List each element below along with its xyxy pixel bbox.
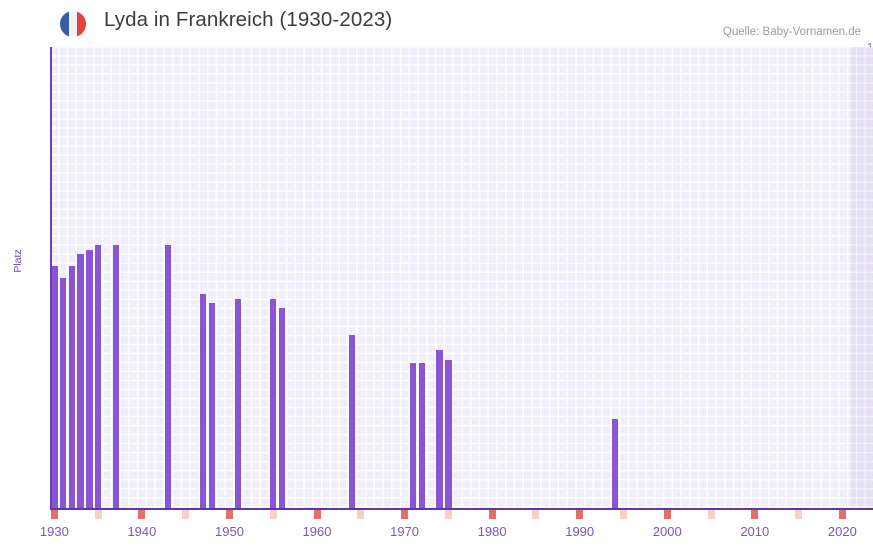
x-axis-label-1990: 1990 [565,524,595,539]
bar-1933 [77,253,84,508]
x-tick-1930 [50,510,58,519]
bar-1934 [86,249,93,508]
x-axis-label-2020: 2020 [827,524,857,539]
x-tick-2020 [838,510,846,519]
x-axis-label-1980: 1980 [477,524,507,539]
bar-1956 [278,307,286,508]
x-tick-2000 [663,510,671,519]
x-tick-1990 [576,510,584,519]
x-axis-label-2000: 2000 [652,524,682,539]
x-tick-1960 [313,510,321,519]
bar-1948 [208,302,216,508]
bar-1955 [270,298,277,508]
plot-area [50,47,873,508]
x-axis-label-2010: 2010 [740,524,770,539]
bar-1964 [348,335,356,508]
bar-1931 [59,277,67,508]
x-axis-label-1970: 1970 [390,524,420,539]
bar-series [50,47,873,508]
x-tick-1970 [401,510,409,519]
x-tick-1950 [225,510,233,519]
x-tick-1980 [488,510,496,519]
bar-1930 [51,266,58,508]
y-axis-title: Platz [12,249,24,273]
bar-1932 [68,266,76,508]
x-tick-1940 [138,510,146,519]
x-axis-ticks [50,510,873,519]
bar-1943 [165,244,172,508]
x-axis-label-1960: 1960 [302,524,332,539]
chart-header: Lyda in Frankreich (1930-2023) Quelle: B… [0,0,873,44]
bar-1994 [611,418,618,508]
x-tick-2005 [707,510,715,519]
bar-1974 [436,349,443,508]
x-tick-1955 [269,510,277,519]
bar-1951 [235,298,242,508]
x-tick-1985 [532,510,540,519]
bar-1971 [410,362,417,508]
x-axis-label-1940: 1940 [127,524,157,539]
x-axis-labels: 1930 1940 1950 1960 1970 1980 1990 2000 2010 2020 [0,524,873,546]
x-tick-1995 [619,510,627,519]
bar-1935 [95,244,102,508]
bar-1937 [112,244,119,508]
x-tick-1975 [444,510,452,519]
x-tick-1935 [94,510,102,519]
x-tick-1945 [182,510,190,519]
y-axis-line [50,47,52,508]
x-tick-2015 [795,510,803,519]
x-axis-label-1950: 1950 [215,524,244,539]
bar-1947 [200,293,207,508]
bar-1972 [418,362,426,508]
x-tick-2010 [751,510,759,519]
source-attribution: Quelle: Baby-Vornamen.de [722,26,861,38]
bar-1975 [445,360,452,508]
x-axis-line [50,508,873,510]
x-tick-1965 [357,510,365,519]
france-flag-icon [60,11,86,37]
page-title: Lyda in Frankreich (1930-2023) [104,8,393,31]
x-axis-label-1930: 1930 [39,524,69,539]
